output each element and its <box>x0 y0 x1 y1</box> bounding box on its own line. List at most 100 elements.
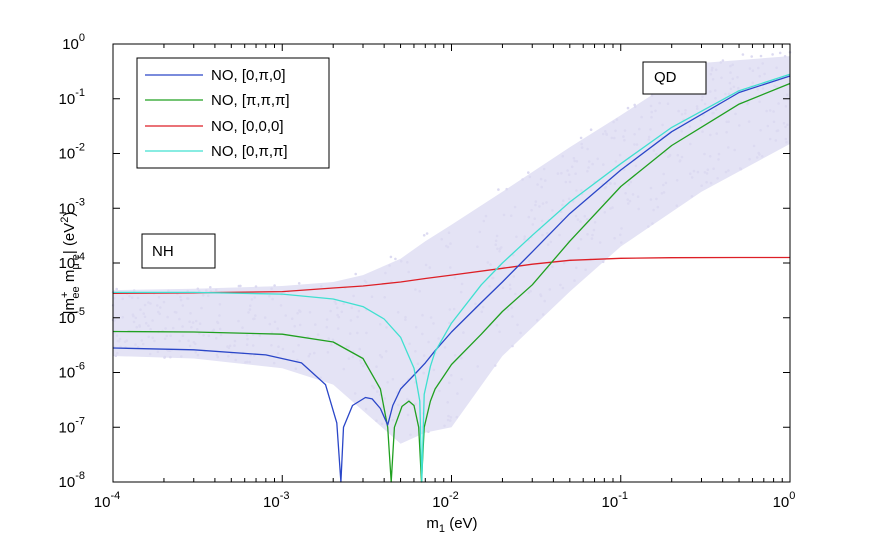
scatter-point <box>650 110 653 114</box>
scatter-point <box>651 222 654 225</box>
scatter-point <box>149 327 152 331</box>
scatter-point <box>460 282 464 286</box>
scatter-point <box>765 109 768 113</box>
scatter-point <box>498 250 501 253</box>
scatter-point <box>200 306 203 310</box>
scatter-point <box>529 289 532 293</box>
scatter-point <box>148 352 152 356</box>
scatter-point <box>194 350 197 354</box>
scatter-point <box>474 302 477 306</box>
scatter-point <box>131 313 135 317</box>
scatter-point <box>157 310 160 314</box>
scatter-point <box>427 430 430 434</box>
scatter-point <box>149 302 152 305</box>
scatter-point <box>622 168 626 171</box>
scatter-point <box>438 389 441 393</box>
scatter-point <box>714 68 718 72</box>
scatter-point <box>758 100 761 104</box>
scatter-point <box>385 326 388 329</box>
scatter-point <box>662 191 666 194</box>
scatter-point <box>605 132 608 136</box>
scatter-point <box>141 342 145 346</box>
scatter-point <box>573 279 576 282</box>
scatter-point <box>263 316 267 319</box>
scatter-point <box>388 264 391 267</box>
scatter-point <box>226 345 229 348</box>
scatter-point <box>156 304 159 307</box>
scatter-point <box>396 311 400 314</box>
scatter-point <box>783 55 787 58</box>
scatter-point <box>337 315 341 319</box>
scatter-point <box>253 296 256 299</box>
scatter-point <box>196 353 200 357</box>
scatter-point <box>580 142 583 146</box>
scatter-point <box>551 209 554 212</box>
scatter-point <box>250 298 254 301</box>
scatter-point <box>427 340 430 344</box>
scatter-point <box>246 337 249 341</box>
scatter-point <box>757 66 760 70</box>
scatter-point <box>577 247 580 250</box>
scatter-point <box>233 339 237 343</box>
scatter-point <box>241 326 244 330</box>
scatter-point <box>450 374 453 377</box>
scatter-point <box>121 297 124 301</box>
y-axis-title-sub1: ee <box>70 286 82 298</box>
scatter-point <box>778 51 782 55</box>
y-axis-title-d: ) <box>61 212 78 217</box>
scatter-point <box>705 172 709 175</box>
scatter-point <box>245 333 249 337</box>
scatter-point <box>168 349 172 353</box>
scatter-point <box>733 148 736 152</box>
scatter-point <box>407 270 411 274</box>
scatter-point <box>313 351 316 355</box>
scatter-point <box>394 257 397 261</box>
scatter-point <box>717 158 720 161</box>
scatter-point <box>234 358 237 362</box>
y-tick-label: 10-7 <box>59 415 85 436</box>
scatter-point <box>163 337 167 341</box>
scatter-point <box>136 345 140 349</box>
scatter-point <box>216 355 220 359</box>
scatter-point <box>432 322 435 325</box>
scatter-point <box>134 316 138 320</box>
scatter-point <box>448 308 452 311</box>
scatter-point <box>627 202 630 205</box>
scatter-point <box>386 381 389 384</box>
scatter-point <box>574 214 578 218</box>
scatter-point <box>476 245 479 248</box>
series-line-3 <box>113 73 791 483</box>
scatter-point <box>634 164 638 168</box>
scatter-point <box>628 199 632 203</box>
scatter-point <box>329 309 332 313</box>
scatter-point <box>516 323 519 327</box>
scatter-point <box>190 326 193 329</box>
scatter-point <box>496 247 499 251</box>
scatter-point <box>629 180 633 184</box>
scatter-point <box>784 105 788 108</box>
scatter-point <box>297 282 301 285</box>
scatter-point <box>308 311 312 314</box>
scatter-point <box>296 311 299 315</box>
scatter-point <box>178 317 181 321</box>
scatter-point <box>580 189 583 192</box>
scatter-point <box>144 321 148 325</box>
scatter-point <box>189 312 192 315</box>
scatter-point <box>498 330 501 334</box>
scatter-point <box>746 101 750 104</box>
scatter-point <box>580 146 584 149</box>
y-tick-labels: 10-8 10-7 10-6 10-5 10-4 10-3 10-2 10-1 100 <box>59 32 85 491</box>
scatter-point <box>655 197 658 201</box>
scatter-point <box>777 102 780 105</box>
scatter-point <box>610 136 614 140</box>
scatter-point <box>546 243 550 246</box>
scatter-point <box>574 172 577 175</box>
scatter-point <box>676 153 680 157</box>
scatter-point <box>376 390 379 393</box>
scatter-point <box>763 72 766 76</box>
scatter-point <box>414 288 417 291</box>
scatter-point <box>521 178 524 181</box>
scatter-point <box>636 195 640 198</box>
scatter-point <box>675 179 679 182</box>
scatter-point <box>593 221 597 224</box>
